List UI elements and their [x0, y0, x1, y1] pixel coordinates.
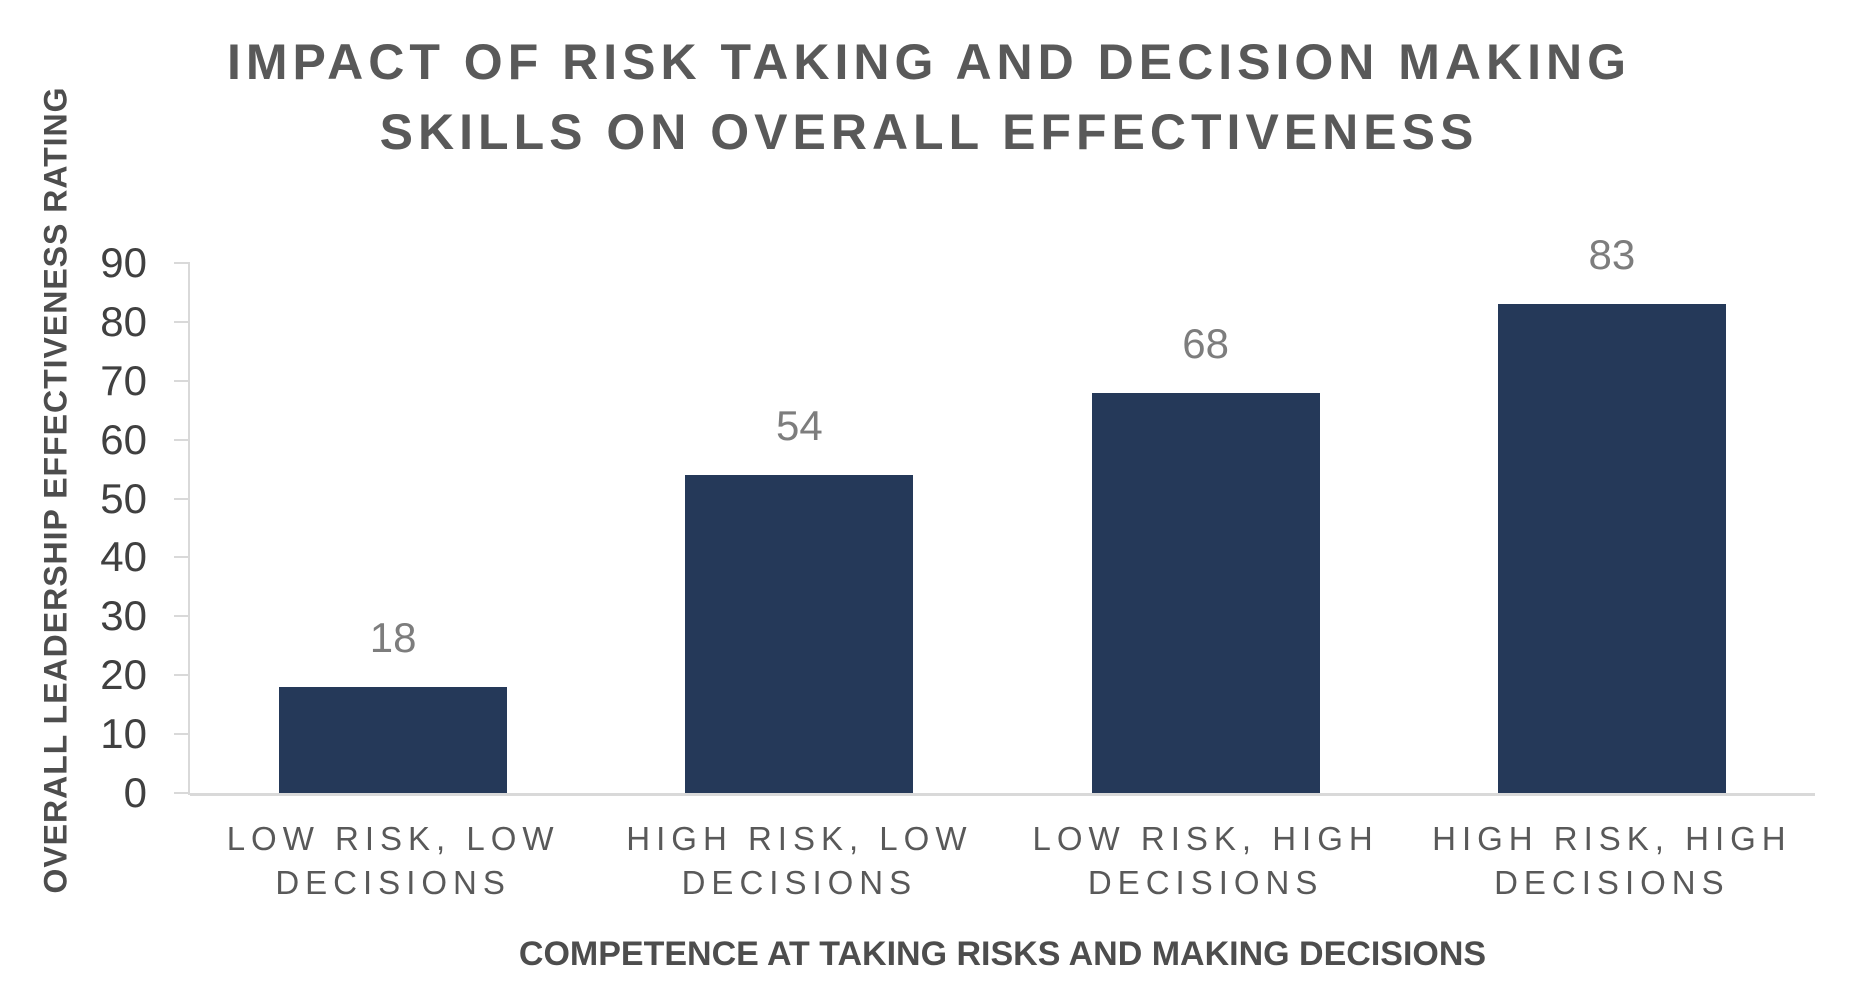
data-label-1: 18 [369, 614, 417, 661]
data-label-3: 68 [1182, 320, 1229, 367]
y-tick-mark [174, 320, 190, 323]
category-label-2: HIGH RISK, LOW DECISIONS [626, 817, 972, 905]
y-axis-title: OVERALL LEADERSHIP EFFECTIVENESS RATING [37, 86, 74, 894]
y-tick-mark [174, 674, 190, 677]
category-label-line: LOW RISK, LOW [226, 820, 560, 857]
y-tick-mark [174, 262, 190, 264]
data-label-2: 54 [776, 402, 823, 449]
category-label-4: HIGH RISK, HIGH DECISIONS [1432, 817, 1792, 905]
y-tick-mark [174, 556, 190, 559]
y-tick-mark [174, 792, 190, 794]
category-label-line: HIGH RISK, LOW [626, 820, 973, 857]
y-tick-label: 90 [100, 239, 147, 286]
y-tick-label: 10 [100, 710, 147, 758]
y-tick-label: 70 [100, 356, 147, 404]
category-label-line: DECISIONS [1087, 864, 1324, 901]
y-tick-label: 20 [100, 651, 147, 699]
x-axis-line [190, 793, 1815, 796]
y-tick-label: 60 [100, 415, 147, 463]
y-tick-label: 80 [100, 297, 147, 345]
chart-title-line: SKILLS ON OVERALL EFFECTIVENESS [379, 104, 1479, 160]
bar-3 [1092, 393, 1320, 793]
bar-1 [279, 687, 507, 793]
x-axis-title: COMPETENCE AT TAKING RISKS AND MAKING DE… [518, 935, 1487, 973]
chart-title-line: IMPACT OF RISK TAKING AND DECISION MAKIN… [226, 34, 1632, 90]
y-tick-mark [174, 438, 190, 441]
bar-2 [685, 475, 913, 793]
chart-title: IMPACT OF RISK TAKING AND DECISION MAKIN… [0, 27, 1858, 167]
category-label-line: DECISIONS [275, 864, 511, 901]
y-tick-mark [174, 733, 190, 736]
category-label-line: DECISIONS [681, 864, 918, 901]
y-tick-mark [174, 379, 190, 382]
category-label-line: LOW RISK, HIGH [1032, 820, 1379, 857]
data-label-4: 83 [1588, 231, 1636, 278]
y-tick-label: 50 [100, 474, 147, 522]
category-label-3: LOW RISK, HIGH DECISIONS [1033, 817, 1379, 905]
y-tick-label: 0 [123, 769, 147, 816]
y-tick-label: 40 [100, 533, 147, 581]
category-label-line: DECISIONS [1494, 864, 1730, 901]
category-label-1: LOW RISK, LOW DECISIONS [227, 817, 560, 905]
y-tick-mark [174, 615, 190, 618]
y-tick-mark [174, 497, 190, 500]
bar-4 [1498, 304, 1726, 793]
y-tick-label: 30 [100, 592, 147, 640]
y-axis-line [188, 263, 190, 795]
category-label-line: HIGH RISK, HIGH [1432, 820, 1792, 857]
